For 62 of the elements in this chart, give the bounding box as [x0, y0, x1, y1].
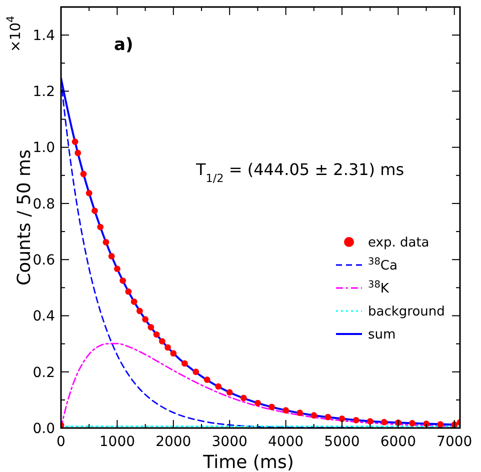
point	[97, 224, 104, 230]
point	[164, 344, 171, 351]
y-tick-label: 0.4	[32, 308, 56, 325]
point	[240, 394, 247, 402]
x-tick-label: 7000	[436, 434, 472, 450]
y-tick-label: 0.2	[32, 364, 55, 381]
x-tick-label: 2000	[156, 434, 192, 450]
y-tick-label: 1.2	[32, 84, 55, 100]
point	[437, 421, 444, 428]
annotation: a)	[114, 35, 134, 55]
point	[192, 368, 200, 376]
legend-label: $^{38}$Ca	[368, 256, 398, 274]
y-tick-label: 0.6	[32, 252, 56, 268]
y-tick-label: 1.4	[32, 28, 56, 44]
legend-label: $^{38}$K	[368, 279, 390, 297]
point	[282, 407, 289, 414]
legend-label: exp. data	[368, 236, 430, 251]
x-tick-label: 5000	[324, 434, 360, 450]
point	[130, 298, 138, 305]
x-tick-label: 1000	[99, 434, 136, 450]
point	[148, 324, 154, 330]
point	[80, 170, 87, 178]
legend-label: sum	[368, 328, 396, 343]
point	[254, 400, 261, 406]
point	[409, 420, 416, 426]
point	[108, 253, 115, 260]
point	[74, 150, 82, 156]
point	[114, 266, 120, 272]
point	[136, 308, 143, 314]
legend-label: background	[368, 304, 445, 320]
point	[380, 418, 388, 426]
point	[352, 416, 360, 424]
x-tick-label: 6000	[380, 434, 416, 450]
point	[92, 208, 98, 214]
point	[268, 404, 275, 410]
point	[153, 331, 160, 338]
point	[181, 360, 188, 367]
point	[215, 383, 222, 390]
x-tick-label: 4000	[268, 434, 304, 450]
point	[72, 138, 78, 145]
y-axis-title: Counts / 50 ms	[14, 150, 35, 286]
point	[170, 350, 177, 357]
y-tick-label: 1.0	[32, 140, 55, 156]
annotation: T$_{1/2}$ = (444.05 ± 2.31) ms	[195, 160, 404, 184]
point	[296, 410, 304, 416]
point	[204, 376, 210, 383]
point	[366, 418, 374, 424]
y-tick-label: 0.0	[32, 420, 55, 437]
x-axis-title: Time (ms)	[202, 452, 294, 472]
point	[86, 190, 92, 196]
y-tick-label: 0.8	[32, 196, 55, 212]
point	[338, 416, 346, 422]
point	[102, 239, 110, 246]
point	[120, 277, 126, 284]
point	[324, 414, 332, 420]
point	[158, 338, 166, 344]
point	[226, 389, 233, 396]
point	[142, 316, 148, 323]
point	[125, 288, 132, 295]
x-tick-label: 0	[56, 434, 66, 450]
point	[310, 412, 318, 419]
x-tick-label: 3000	[212, 434, 248, 450]
